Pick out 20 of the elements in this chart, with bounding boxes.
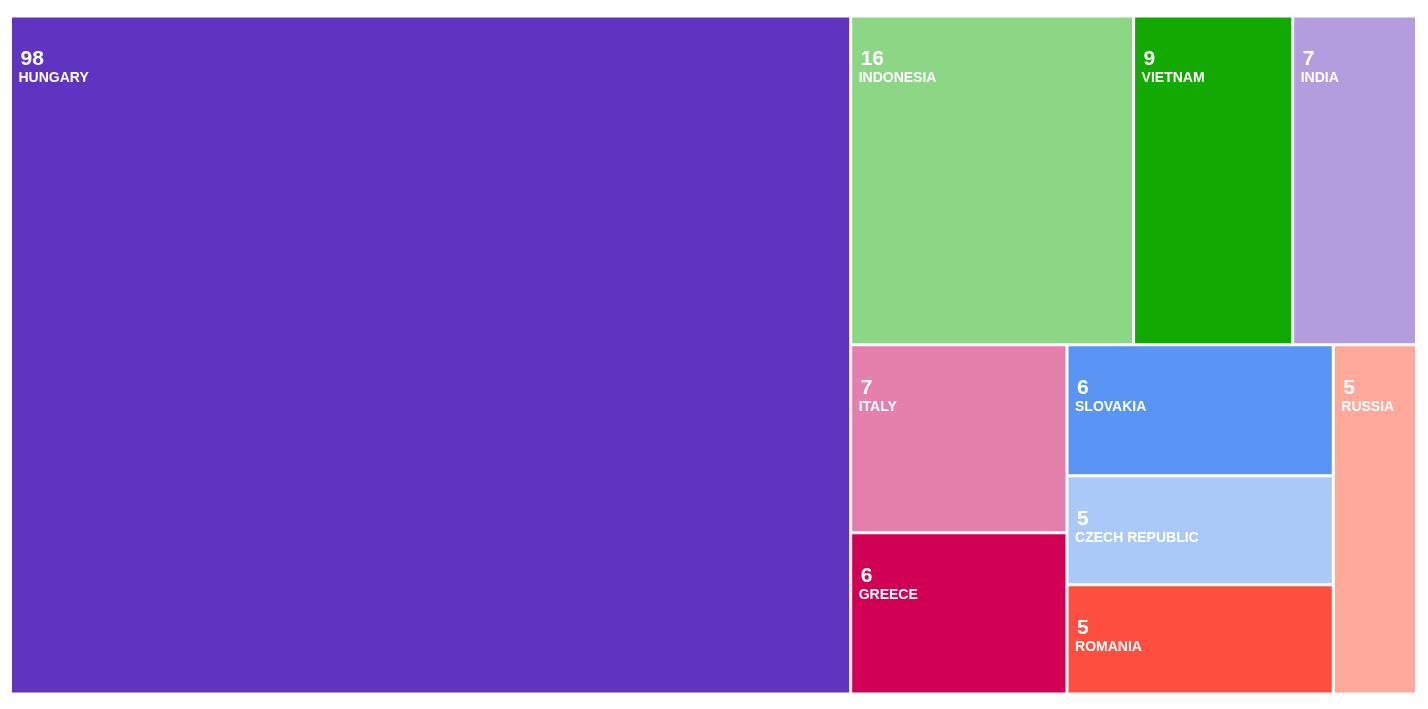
data-label: 98: [20, 46, 45, 69]
data-label: 5: [1077, 614, 1090, 638]
category-label: GREECE: [858, 585, 918, 602]
category-label: VIETNAM: [1141, 69, 1205, 85]
category-label: ITALY: [858, 397, 898, 414]
data-label: 16: [860, 46, 885, 69]
category-label: CZECH REPUBLIC: [1075, 528, 1199, 545]
data-label: 9: [1143, 46, 1156, 69]
data-label: 7: [1302, 46, 1315, 69]
category-label: INDIA: [1300, 69, 1339, 85]
category-label: INDONESIA: [858, 69, 937, 85]
category-label: SLOVAKIA: [1075, 397, 1147, 414]
category-label: ROMANIA: [1075, 637, 1142, 654]
data-label: 5: [1077, 505, 1090, 529]
category-label: HUNGARY: [18, 69, 90, 85]
category-label: RUSSIA: [1341, 397, 1395, 414]
data-label: 5: [1343, 374, 1356, 398]
data-label: 6: [860, 562, 873, 586]
data-label: 6: [1077, 374, 1089, 398]
data-label: 7: [860, 374, 873, 398]
